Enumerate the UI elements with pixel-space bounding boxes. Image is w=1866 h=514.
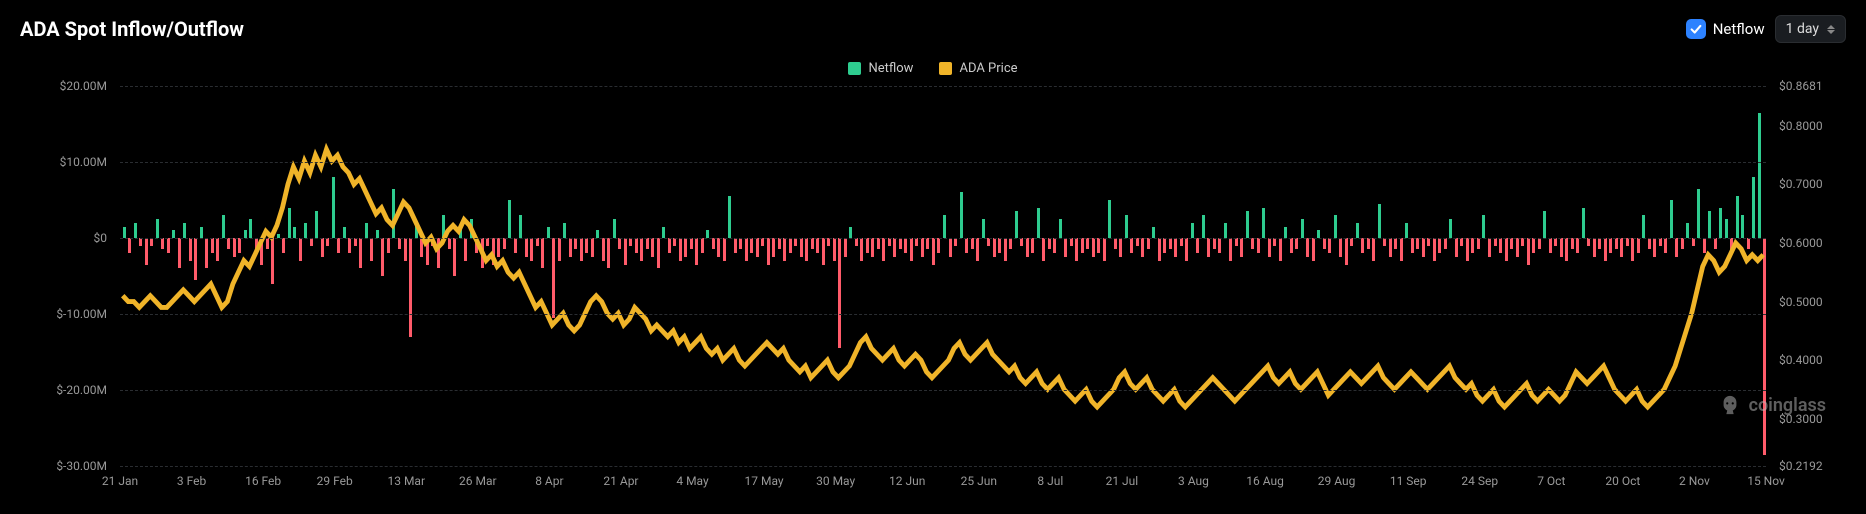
legend-swatch	[939, 62, 952, 75]
chart-legend: Netflow ADA Price	[20, 58, 1846, 78]
price-line	[120, 86, 1766, 466]
chevron-updown-icon	[1827, 25, 1835, 34]
chart-container: ADA Spot Inflow/Outflow Netflow 1 day Ne…	[0, 0, 1866, 514]
chart-header: ADA Spot Inflow/Outflow Netflow 1 day	[20, 14, 1846, 44]
timeframe-dropdown[interactable]: 1 day	[1775, 15, 1846, 43]
legend-label: ADA Price	[959, 61, 1017, 76]
watermark: coinglass	[1719, 394, 1826, 416]
chart-title: ADA Spot Inflow/Outflow	[20, 17, 244, 41]
netflow-checkbox[interactable]: Netflow	[1686, 19, 1765, 39]
checkbox-icon	[1686, 19, 1706, 39]
chart-area: $20.00M$10.00M$0$-10.00M$-20.00M$-30.00M…	[20, 86, 1846, 496]
watermark-text: coinglass	[1749, 395, 1826, 416]
chart-controls: Netflow 1 day	[1686, 15, 1846, 43]
dropdown-value: 1 day	[1786, 21, 1819, 37]
legend-item-price[interactable]: ADA Price	[939, 61, 1017, 76]
legend-label: Netflow	[868, 61, 913, 76]
checkbox-label: Netflow	[1713, 20, 1765, 38]
legend-item-netflow[interactable]: Netflow	[848, 61, 913, 76]
plot-area[interactable]	[120, 86, 1766, 466]
y-axis-left: $20.00M$10.00M$0$-10.00M$-20.00M$-30.00M	[20, 86, 115, 466]
x-axis: 21 Jan3 Feb16 Feb29 Feb13 Mar26 Mar8 Apr…	[120, 470, 1766, 496]
legend-swatch	[848, 62, 861, 75]
coinglass-icon	[1719, 394, 1741, 416]
